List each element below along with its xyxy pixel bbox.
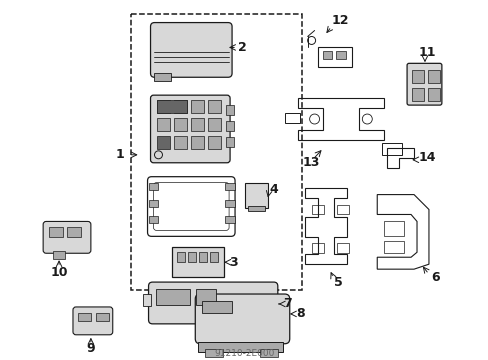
- FancyBboxPatch shape: [150, 23, 232, 77]
- Bar: [191, 118, 204, 131]
- Bar: [208, 136, 221, 149]
- Bar: [157, 100, 187, 113]
- Bar: [202, 301, 232, 313]
- Bar: [411, 70, 423, 83]
- Bar: [67, 228, 81, 237]
- Bar: [317, 48, 352, 67]
- Bar: [208, 118, 221, 131]
- Bar: [311, 243, 323, 253]
- Bar: [275, 294, 283, 306]
- Bar: [191, 136, 204, 149]
- Bar: [130, 14, 301, 290]
- Text: 91210-2E000: 91210-2E000: [214, 349, 275, 358]
- Bar: [177, 252, 185, 262]
- Text: 6: 6: [430, 271, 439, 284]
- Bar: [384, 221, 403, 237]
- Bar: [191, 100, 204, 113]
- Bar: [336, 51, 346, 59]
- Bar: [384, 241, 403, 253]
- Bar: [157, 100, 170, 113]
- FancyBboxPatch shape: [148, 282, 277, 324]
- Bar: [411, 88, 423, 101]
- Bar: [224, 199, 235, 207]
- Bar: [382, 143, 401, 155]
- Bar: [284, 113, 299, 123]
- Bar: [337, 204, 349, 215]
- Bar: [172, 247, 224, 277]
- Bar: [188, 252, 196, 262]
- FancyBboxPatch shape: [406, 63, 441, 105]
- Bar: [53, 251, 65, 259]
- Bar: [260, 349, 277, 357]
- Bar: [427, 70, 439, 83]
- Bar: [208, 100, 221, 113]
- Bar: [198, 342, 282, 352]
- Bar: [148, 199, 158, 207]
- Bar: [427, 88, 439, 101]
- Text: 7: 7: [282, 297, 291, 310]
- Bar: [157, 136, 170, 149]
- Text: 12: 12: [331, 14, 348, 27]
- Bar: [311, 204, 323, 215]
- Bar: [205, 349, 223, 357]
- Text: 2: 2: [238, 41, 246, 54]
- Bar: [49, 228, 63, 237]
- Text: 10: 10: [50, 266, 68, 279]
- Bar: [155, 289, 190, 305]
- Bar: [225, 105, 234, 115]
- Bar: [244, 183, 267, 207]
- Bar: [78, 313, 91, 321]
- Bar: [224, 183, 235, 190]
- Text: 13: 13: [302, 156, 319, 169]
- FancyBboxPatch shape: [43, 221, 91, 253]
- Bar: [225, 121, 234, 131]
- Text: 11: 11: [418, 46, 436, 59]
- Bar: [210, 252, 218, 262]
- Bar: [148, 183, 158, 190]
- Bar: [225, 137, 234, 147]
- Bar: [96, 313, 108, 321]
- FancyBboxPatch shape: [150, 95, 230, 163]
- Bar: [174, 118, 187, 131]
- Bar: [322, 51, 332, 59]
- Bar: [142, 294, 150, 306]
- Bar: [174, 136, 187, 149]
- Bar: [199, 252, 207, 262]
- FancyBboxPatch shape: [73, 307, 113, 335]
- Bar: [148, 216, 158, 224]
- Text: 1: 1: [116, 148, 124, 161]
- FancyBboxPatch shape: [195, 294, 289, 344]
- Text: 4: 4: [269, 183, 278, 196]
- Text: 9: 9: [86, 342, 95, 355]
- Bar: [153, 73, 171, 81]
- Text: 8: 8: [296, 307, 305, 320]
- Text: 14: 14: [418, 151, 436, 164]
- Text: 5: 5: [334, 276, 343, 289]
- Text: 3: 3: [228, 256, 237, 269]
- Bar: [247, 206, 264, 211]
- Bar: [196, 289, 216, 305]
- Bar: [224, 216, 235, 224]
- Bar: [157, 118, 170, 131]
- Bar: [174, 100, 187, 113]
- Bar: [337, 243, 349, 253]
